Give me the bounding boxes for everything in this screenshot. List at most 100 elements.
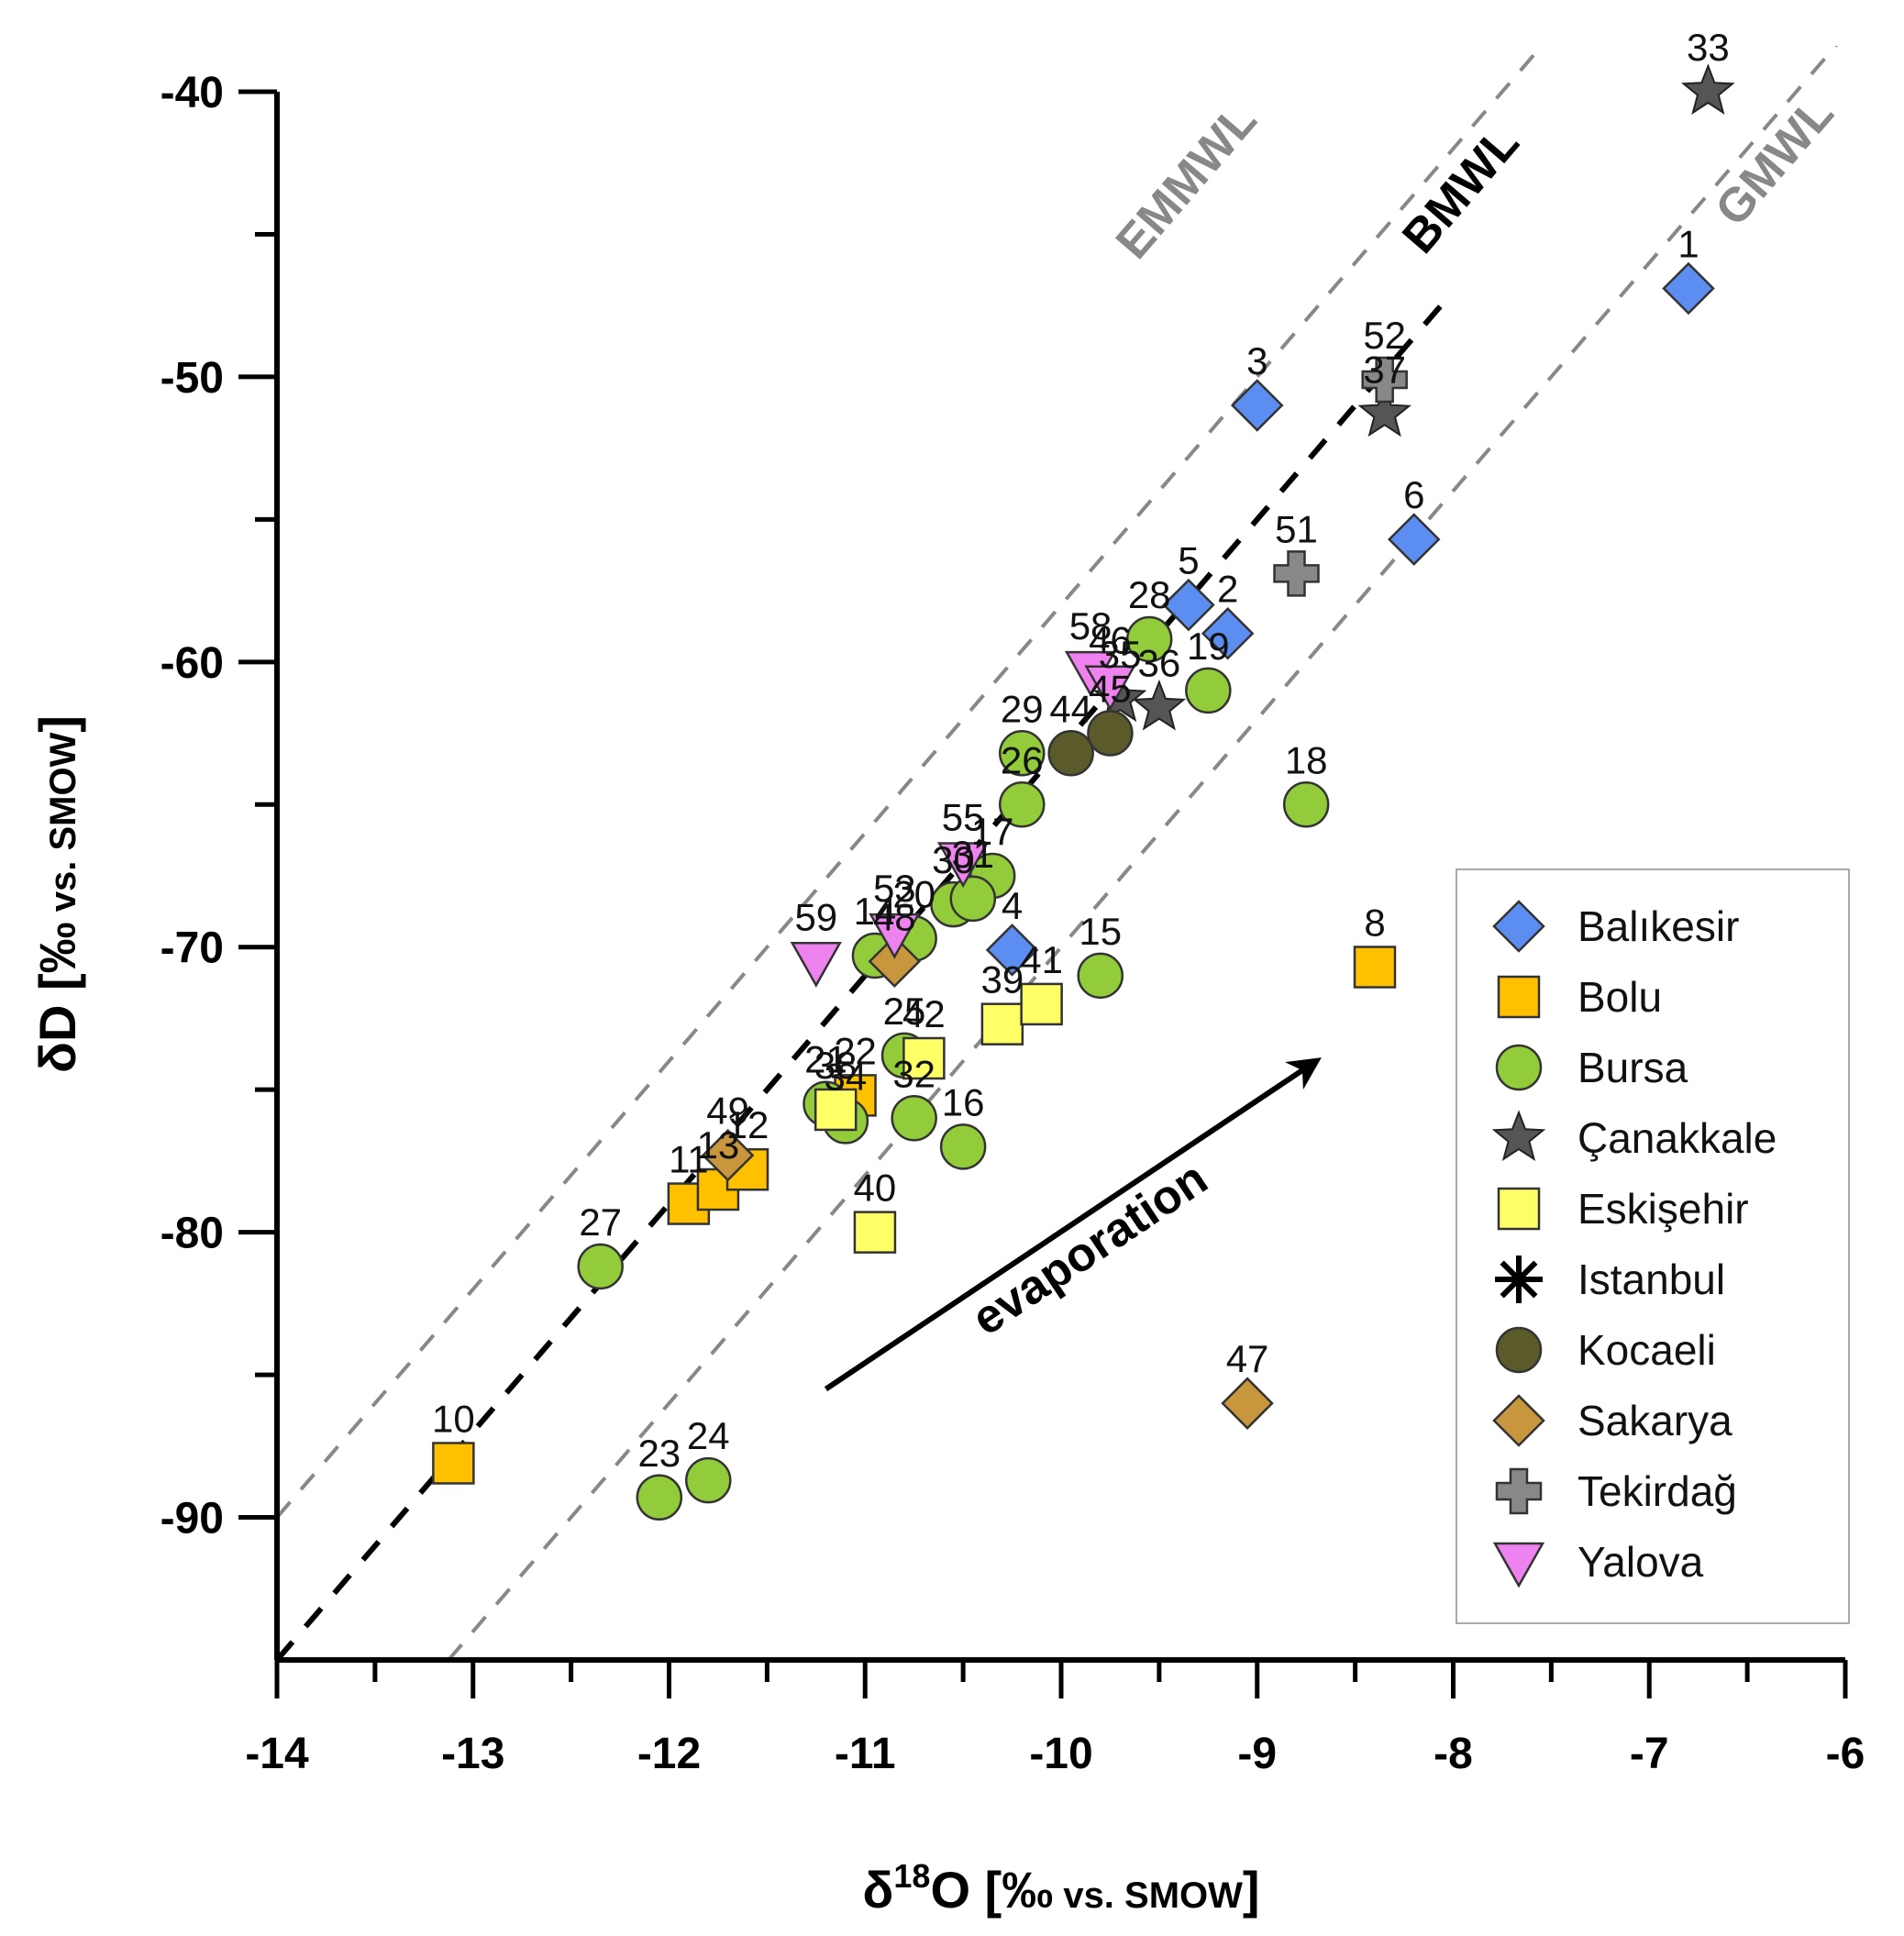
evaporation-arrow bbox=[824, 1057, 1322, 1392]
legend-marker-5 bbox=[1495, 1256, 1543, 1303]
data-points bbox=[432, 63, 1735, 1521]
point-label-33: 33 bbox=[1687, 26, 1730, 69]
x-tick-label: -8 bbox=[1434, 1730, 1473, 1778]
legend-marker-7 bbox=[1492, 1394, 1545, 1447]
point-23 bbox=[636, 1474, 683, 1521]
line-label-gmwl: GMWL bbox=[1705, 87, 1843, 237]
legend-label: Tekirdağ bbox=[1577, 1467, 1737, 1515]
legend-marker-2 bbox=[1495, 1044, 1543, 1091]
x-tick-label: -10 bbox=[1029, 1730, 1092, 1778]
point-31 bbox=[949, 875, 997, 923]
point-label-2: 2 bbox=[1217, 568, 1238, 611]
point-label-1: 1 bbox=[1677, 223, 1699, 266]
point-26 bbox=[999, 781, 1046, 828]
legend-label: Kocaeli bbox=[1577, 1326, 1716, 1374]
point-label-12: 12 bbox=[726, 1103, 769, 1146]
y-tick-label: -60 bbox=[161, 639, 224, 688]
point-27 bbox=[577, 1243, 624, 1290]
point-label-32: 32 bbox=[892, 1052, 935, 1095]
point-label-37: 37 bbox=[1363, 348, 1406, 391]
y-tick-label: -40 bbox=[161, 69, 224, 117]
line-label-emmwl: EMMWL bbox=[1106, 94, 1267, 269]
point-1 bbox=[1662, 261, 1715, 315]
x-tick-label: -14 bbox=[245, 1730, 309, 1778]
point-label-31: 31 bbox=[951, 833, 994, 876]
point-label-55: 55 bbox=[942, 795, 985, 838]
legend-marker-3 bbox=[1491, 1110, 1546, 1161]
point-4 bbox=[985, 924, 1039, 977]
point-label-20: 20 bbox=[892, 872, 935, 915]
legend-label: Yalova bbox=[1577, 1538, 1704, 1586]
point-48 bbox=[868, 935, 922, 989]
point-19 bbox=[1185, 667, 1232, 714]
point-label-59: 59 bbox=[794, 895, 837, 938]
legend-label: Sakarya bbox=[1577, 1397, 1732, 1444]
point-label-52: 52 bbox=[1363, 314, 1406, 357]
point-label-34: 34 bbox=[825, 1055, 868, 1098]
point-label-58: 58 bbox=[1069, 604, 1113, 647]
legend-label: Istanbul bbox=[1577, 1256, 1725, 1303]
point-label-35: 35 bbox=[1099, 633, 1142, 676]
point-15 bbox=[1077, 952, 1124, 1000]
legend-label: Bursa bbox=[1577, 1044, 1688, 1091]
point-label-13: 13 bbox=[697, 1123, 740, 1167]
point-6 bbox=[1387, 513, 1441, 566]
point-label-41: 41 bbox=[1020, 938, 1063, 981]
point-label-47: 47 bbox=[1226, 1337, 1269, 1380]
point-52 bbox=[1361, 356, 1408, 404]
point-label-21: 21 bbox=[804, 1038, 847, 1081]
x-tick-label: -9 bbox=[1237, 1730, 1277, 1778]
point-label-28: 28 bbox=[1128, 573, 1171, 616]
y-tick-label: -50 bbox=[161, 354, 224, 403]
point-label-5: 5 bbox=[1178, 539, 1199, 582]
point-label-10: 10 bbox=[432, 1397, 475, 1440]
point-label-29: 29 bbox=[1001, 687, 1044, 730]
point-label-46: 46 bbox=[1089, 619, 1132, 662]
legend-label: Çanakkale bbox=[1577, 1114, 1777, 1162]
y-tick-label: -80 bbox=[161, 1210, 224, 1258]
point-32 bbox=[891, 1095, 937, 1142]
point-49 bbox=[701, 1128, 755, 1182]
point-59 bbox=[790, 942, 842, 988]
point-51 bbox=[1273, 550, 1320, 597]
point-39 bbox=[980, 1002, 1024, 1045]
point-label-22: 22 bbox=[834, 1029, 877, 1072]
point-28 bbox=[1125, 615, 1173, 663]
point-label-49: 49 bbox=[706, 1090, 749, 1133]
point-47 bbox=[1221, 1377, 1274, 1430]
point-8 bbox=[1353, 946, 1397, 989]
point-53 bbox=[869, 913, 921, 959]
legend: Balıkesir Bolu Bursa Çanakkale Eskişehir Ista… bbox=[1456, 868, 1850, 1624]
point-label-16: 16 bbox=[942, 1080, 985, 1123]
point-46 bbox=[1084, 665, 1136, 712]
point-label-51: 51 bbox=[1275, 507, 1318, 550]
x-tick-label: -7 bbox=[1630, 1730, 1669, 1778]
point-label-39: 39 bbox=[981, 958, 1024, 1001]
line-gmwl bbox=[447, 46, 1839, 1660]
point-label-23: 23 bbox=[637, 1432, 681, 1475]
point-10 bbox=[432, 1442, 475, 1485]
x-tick-label: -11 bbox=[835, 1730, 896, 1778]
x-tick-label: -12 bbox=[637, 1730, 701, 1778]
legend-label: Bolu bbox=[1577, 973, 1662, 1021]
point-16 bbox=[939, 1123, 987, 1170]
line-emmwl bbox=[275, 46, 1544, 1519]
legend-marker-4 bbox=[1497, 1187, 1541, 1231]
point-42 bbox=[902, 1036, 946, 1080]
point-label-11: 11 bbox=[669, 1138, 709, 1181]
point-label-24: 24 bbox=[687, 1414, 730, 1457]
y-tick-label: -70 bbox=[161, 924, 224, 973]
legend-marker-0 bbox=[1492, 900, 1545, 953]
legend-marker-6 bbox=[1495, 1326, 1543, 1374]
point-label-44: 44 bbox=[1049, 687, 1092, 730]
point-24 bbox=[685, 1456, 732, 1504]
y-axis-title: δD [‰ vs. SMOW] bbox=[28, 715, 86, 1073]
point-55 bbox=[936, 842, 990, 888]
legend-label: Eskişehir bbox=[1577, 1185, 1749, 1233]
point-44 bbox=[1047, 730, 1094, 777]
x-axis-title: δ18O [‰ vs. SMOW] bbox=[862, 1857, 1259, 1919]
point-label-26: 26 bbox=[1001, 738, 1044, 781]
x-tick-label: -6 bbox=[1826, 1730, 1865, 1778]
